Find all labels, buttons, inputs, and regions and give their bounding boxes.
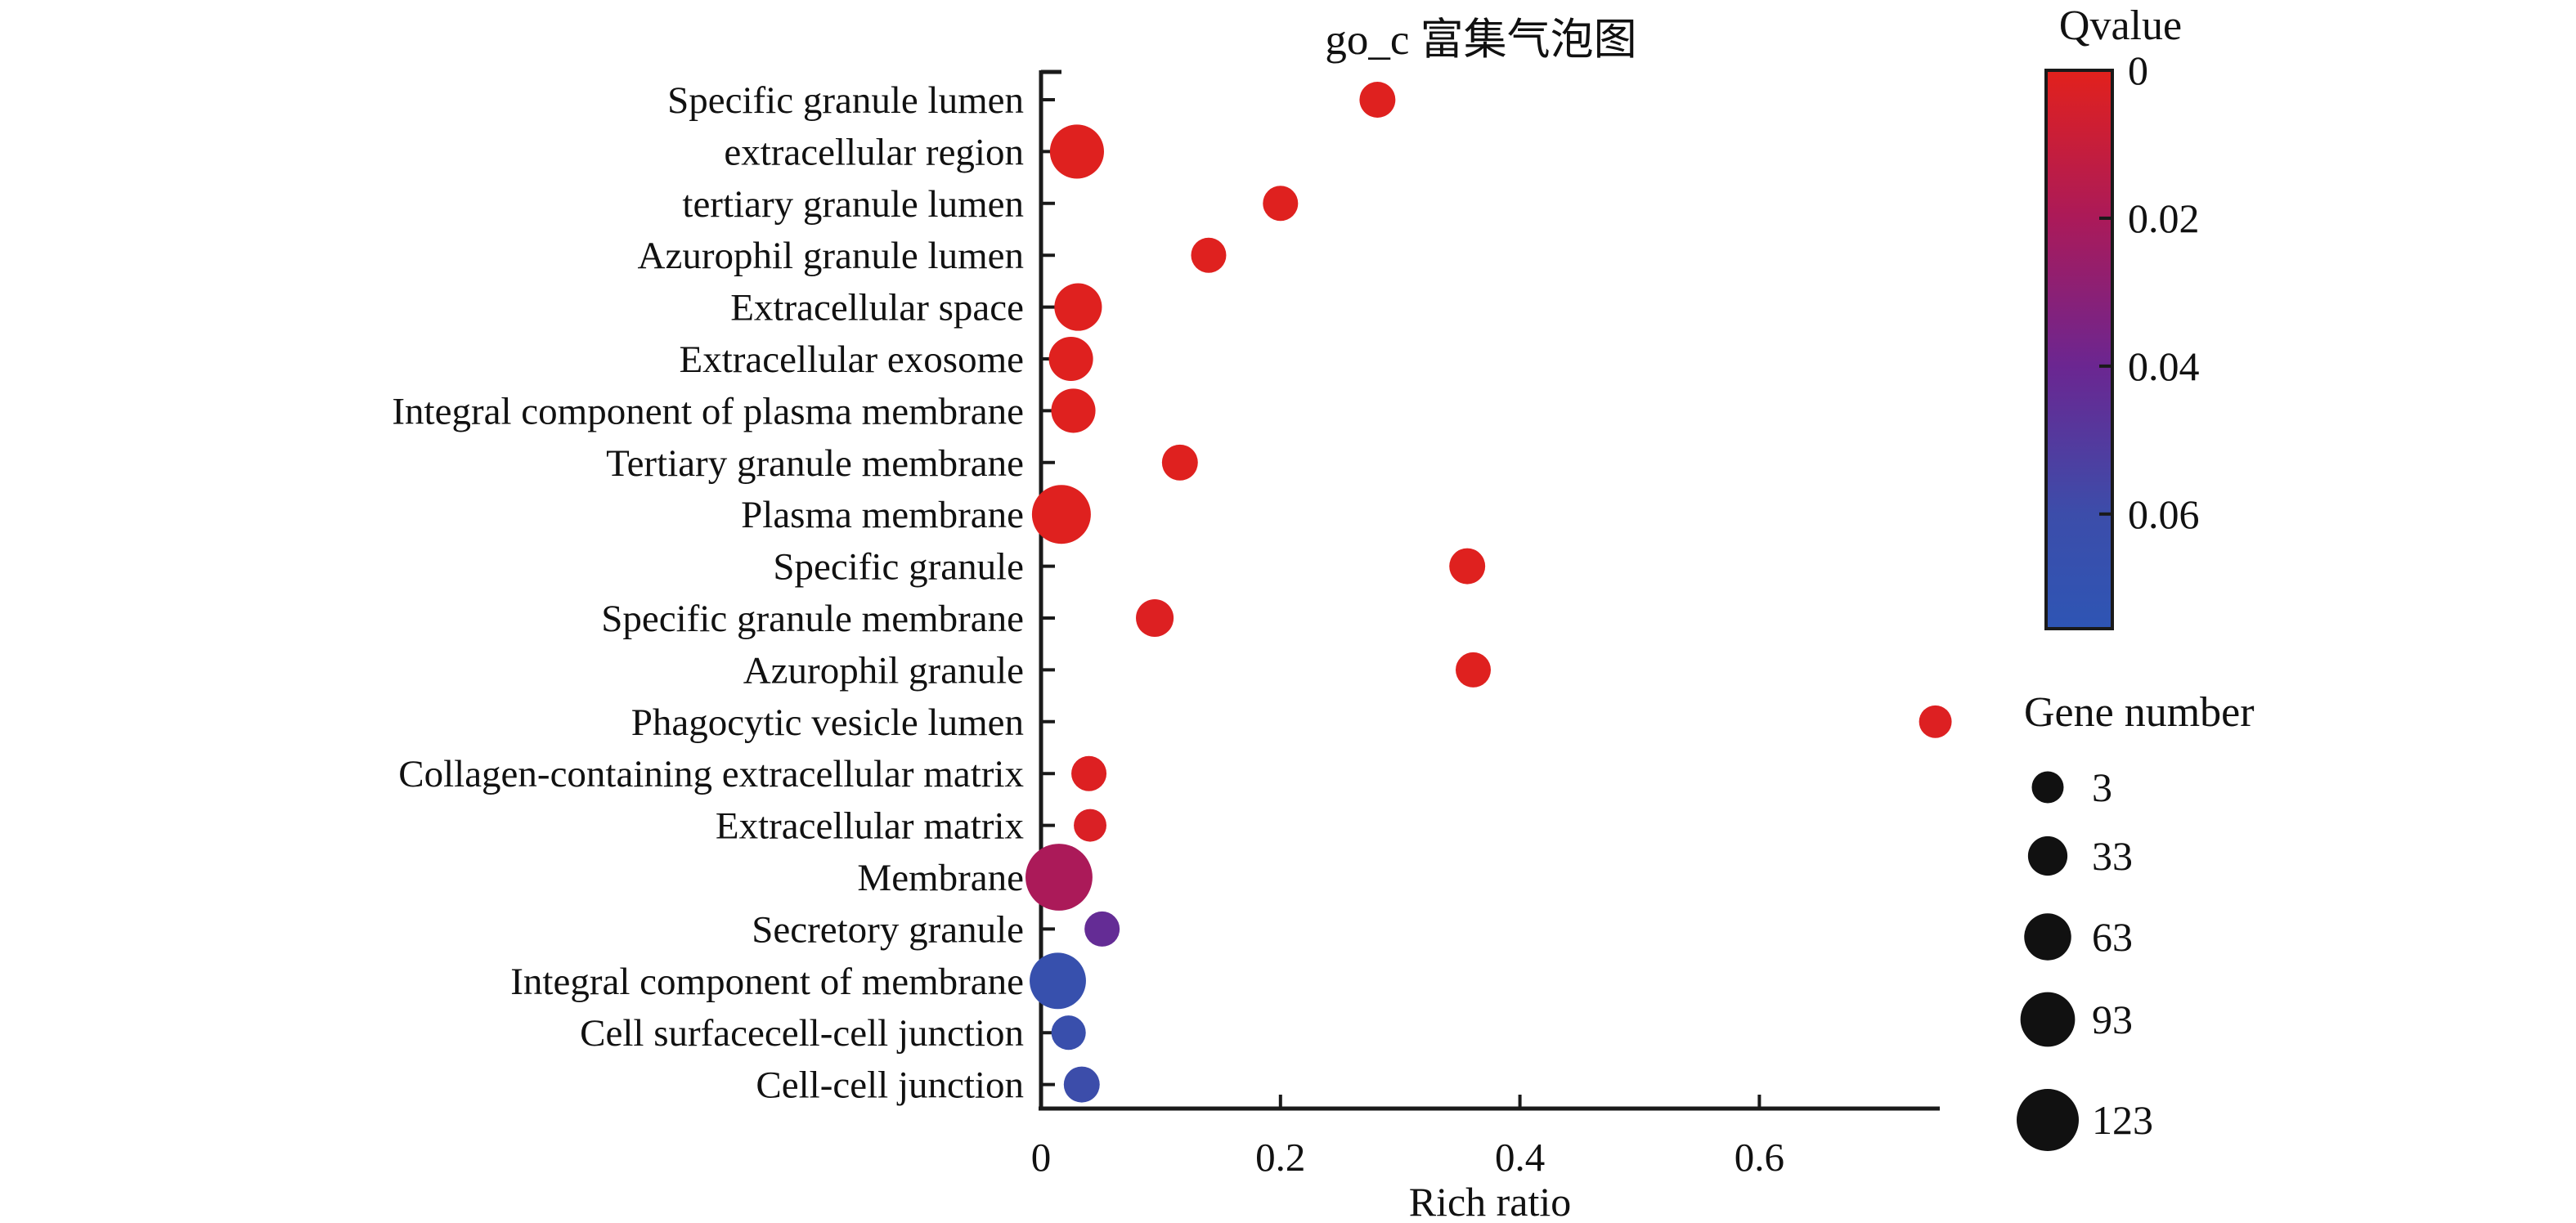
x-axis-tick-label: 0.2	[1255, 1135, 1305, 1180]
bubble	[1030, 952, 1086, 1010]
y-axis-label: Secretory granule	[752, 908, 1024, 951]
bubbles	[1025, 82, 1952, 1103]
y-axis-labels: Specific granule lumen extracellular regi…	[392, 79, 1024, 1107]
y-axis-label: Collagen-containing extracellular matrix	[398, 753, 1024, 795]
size-legend-label: 93	[2092, 997, 2133, 1042]
y-axis-label: Specific granule membrane	[601, 598, 1024, 640]
bubble	[1051, 388, 1096, 433]
y-axis-label: Plasma membrane	[741, 494, 1024, 536]
y-axis-label: tertiary granule lumen	[682, 183, 1024, 226]
bubble	[1263, 186, 1299, 222]
y-axis-label: Extracellular exosome	[679, 338, 1024, 381]
y-axis-ticks	[1041, 98, 1055, 1086]
y-axis-label: Extracellular space	[730, 287, 1024, 329]
bubble	[1025, 844, 1093, 911]
x-axis-title: Rich ratio	[1409, 1179, 1572, 1223]
bubble	[1031, 485, 1091, 544]
x-axis-tick-labels: 0 0.2 0.4 0.6	[1031, 1135, 1784, 1180]
x-axis-tick-label: 0.6	[1735, 1135, 1784, 1180]
chart-title: go_c 富集气泡图	[1325, 16, 1636, 64]
y-axis-label: Extracellular matrix	[716, 805, 1024, 848]
size-legend-label: 63	[2092, 914, 2133, 960]
x-axis-ticks	[1039, 1095, 1761, 1109]
y-axis-label: Integral component of membrane	[510, 961, 1024, 1003]
colorbar: Qvalue 0 0.02 0.04 0.06	[2044, 2, 2200, 630]
axes	[1039, 69, 1940, 1111]
colorbar-ticks	[2099, 69, 2112, 516]
size-legend-label: 123	[2092, 1097, 2153, 1143]
size-legend-circle	[2027, 835, 2068, 876]
y-axis-label: Cell-cell junction	[756, 1064, 1024, 1107]
bubble	[1049, 124, 1104, 179]
colorbar-bar	[2044, 69, 2114, 630]
colorbar-title: Qvalue	[2059, 2, 2182, 49]
y-axis-label: Membrane	[857, 857, 1024, 899]
y-axis-label: Azurophil granule lumen	[638, 235, 1024, 277]
bubble	[1359, 82, 1396, 118]
y-axis-label: Specific granule lumen	[667, 79, 1024, 122]
bubble	[1074, 809, 1106, 842]
colorbar-tick-label: 0.06	[2128, 491, 2200, 537]
bubble	[1054, 283, 1102, 331]
bubble	[1455, 652, 1492, 688]
y-axis-label: Azurophil granule	[743, 649, 1024, 692]
bubble	[1063, 1066, 1100, 1103]
colorbar-tick-label: 0.04	[2128, 343, 2200, 389]
size-legend-circle	[2031, 771, 2064, 804]
y-axis-label: Cell surfacecell-cell junction	[580, 1012, 1024, 1055]
bubble	[1048, 336, 1093, 382]
bubble	[1071, 755, 1107, 791]
size-legend-title: Gene number	[2024, 689, 2255, 736]
bubble	[1919, 705, 1952, 738]
size-legend-label: 3	[2092, 764, 2112, 810]
colorbar-tick-labels: 0 0.02 0.04 0.06	[2128, 47, 2200, 537]
bubble	[1449, 548, 1486, 585]
bubble	[1161, 444, 1198, 481]
size-legend-circle	[2017, 1089, 2079, 1151]
colorbar-tick-label: 0	[2128, 47, 2148, 93]
bubble	[1191, 237, 1227, 273]
y-axis-label: Integral component of plasma membrane	[392, 390, 1024, 432]
size-legend-circle	[2024, 913, 2071, 961]
size-legend-label: 33	[2092, 833, 2133, 879]
size-legend-circle	[2020, 992, 2076, 1047]
y-axis-label: Tertiary granule membrane	[606, 442, 1024, 485]
bubble	[1051, 1015, 1086, 1051]
x-axis-tick-label: 0	[1031, 1135, 1052, 1180]
x-axis-tick-label: 0.4	[1495, 1135, 1545, 1180]
bubble	[1136, 598, 1174, 638]
y-axis-label: Phagocytic vesicle lumen	[631, 701, 1024, 744]
bubble	[1084, 911, 1120, 947]
y-axis-label: extracellular region	[724, 131, 1024, 173]
colorbar-tick-label: 0.02	[2128, 195, 2200, 241]
y-axis-label: Specific granule	[773, 546, 1024, 589]
